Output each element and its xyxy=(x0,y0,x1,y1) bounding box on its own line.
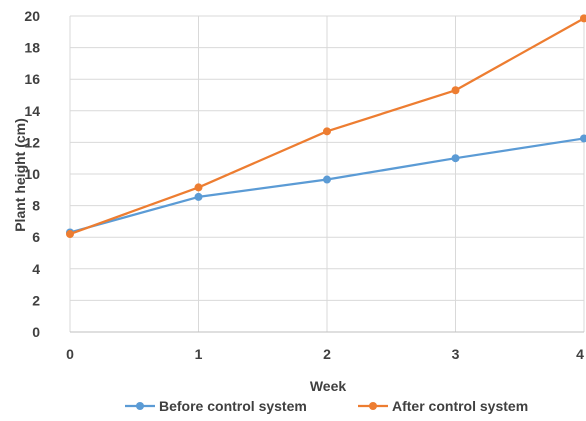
x-tick-label: 2 xyxy=(323,346,331,362)
y-tick-label: 18 xyxy=(24,40,40,56)
legend-swatch-marker xyxy=(369,402,377,410)
data-point xyxy=(580,134,586,143)
series-after xyxy=(66,14,586,239)
x-axis-title: Week xyxy=(310,378,347,394)
legend-item: After control system xyxy=(358,398,528,414)
data-point xyxy=(451,86,460,95)
data-point xyxy=(451,154,460,163)
y-tick-label: 20 xyxy=(24,8,40,24)
y-tick-label: 6 xyxy=(32,229,40,245)
legend-label: After control system xyxy=(392,398,528,414)
data-point xyxy=(580,14,586,23)
data-point xyxy=(323,175,331,184)
y-tick-label: 14 xyxy=(24,103,40,119)
legend-swatch-marker xyxy=(136,402,144,410)
y-tick-label: 2 xyxy=(32,292,40,308)
gridlines xyxy=(69,15,585,332)
y-tick-label: 16 xyxy=(24,71,40,87)
series-lines xyxy=(66,14,586,239)
data-point xyxy=(194,183,203,192)
data-point xyxy=(323,127,331,136)
legend-label: Before control system xyxy=(159,398,307,414)
x-tick-label: 1 xyxy=(195,346,203,362)
legend: Before control system After control syste… xyxy=(125,398,528,414)
series-before xyxy=(66,134,586,237)
y-tick-label: 12 xyxy=(24,134,40,150)
y-axis-title: Plant height (cm) xyxy=(12,118,28,232)
y-tick-label: 4 xyxy=(32,261,40,277)
y-tick-label: 10 xyxy=(24,166,40,182)
x-tick-label: 3 xyxy=(452,346,460,362)
data-point xyxy=(194,192,203,201)
y-tick-label: 8 xyxy=(32,198,40,214)
y-tick-label: 0 xyxy=(32,324,40,340)
x-tick-label: 4 xyxy=(576,346,584,362)
legend-item: Before control system xyxy=(125,398,307,414)
data-point xyxy=(66,230,74,239)
x-tick-label: 0 xyxy=(66,346,74,362)
